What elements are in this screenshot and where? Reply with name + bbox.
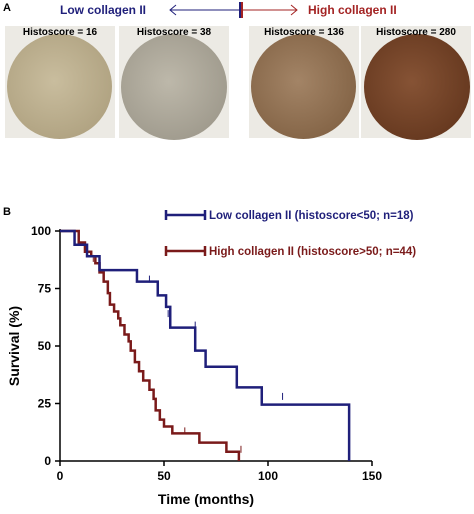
y-tick-label: 50 [38, 339, 52, 353]
high-arrow-icon [241, 2, 298, 18]
histoscore-label-2: Histoscore = 38 [136, 27, 212, 38]
y-tick-label: 75 [38, 282, 52, 296]
y-tick-label: 25 [38, 397, 52, 411]
low-arrow-icon [169, 2, 241, 18]
x-axis-label: Time (months) [158, 491, 254, 507]
histoscore-label-4: Histoscore = 280 [376, 27, 456, 38]
tissue-core-3 [251, 34, 356, 139]
histoscore-label-1: Histoscore = 16 [22, 27, 98, 38]
y-tick-label: 100 [31, 224, 51, 238]
x-tick-label: 150 [362, 469, 382, 483]
tissue-core-4 [364, 34, 470, 140]
survival-chart: 0 25 50 75 100 0 50 100 150 Time (months) Survival… [6, 210, 416, 507]
y-axis-label: Survival (%) [6, 306, 22, 386]
series-line-0 [60, 229, 351, 461]
x-tick-label: 100 [258, 469, 278, 483]
tissue-core-2 [121, 34, 227, 140]
high-collagen-label: High collagen II [308, 3, 397, 17]
legend-label-0: Low collagen II (histoscore<50; n=18) [209, 210, 414, 222]
x-tick-label: 50 [157, 469, 171, 483]
legend-label-1: High collagen II (histoscore>50; n=44) [209, 246, 416, 258]
x-tick-label: 0 [57, 469, 64, 483]
y-tick-label: 0 [44, 454, 51, 468]
panel-b-letter: B [3, 206, 11, 218]
tissue-core-1 [7, 34, 112, 139]
histoscore-label-3: Histoscore = 136 [264, 27, 344, 38]
low-collagen-label: Low collagen II [60, 3, 147, 17]
series-line-1 [60, 229, 241, 461]
panel-a-letter: A [3, 2, 11, 14]
